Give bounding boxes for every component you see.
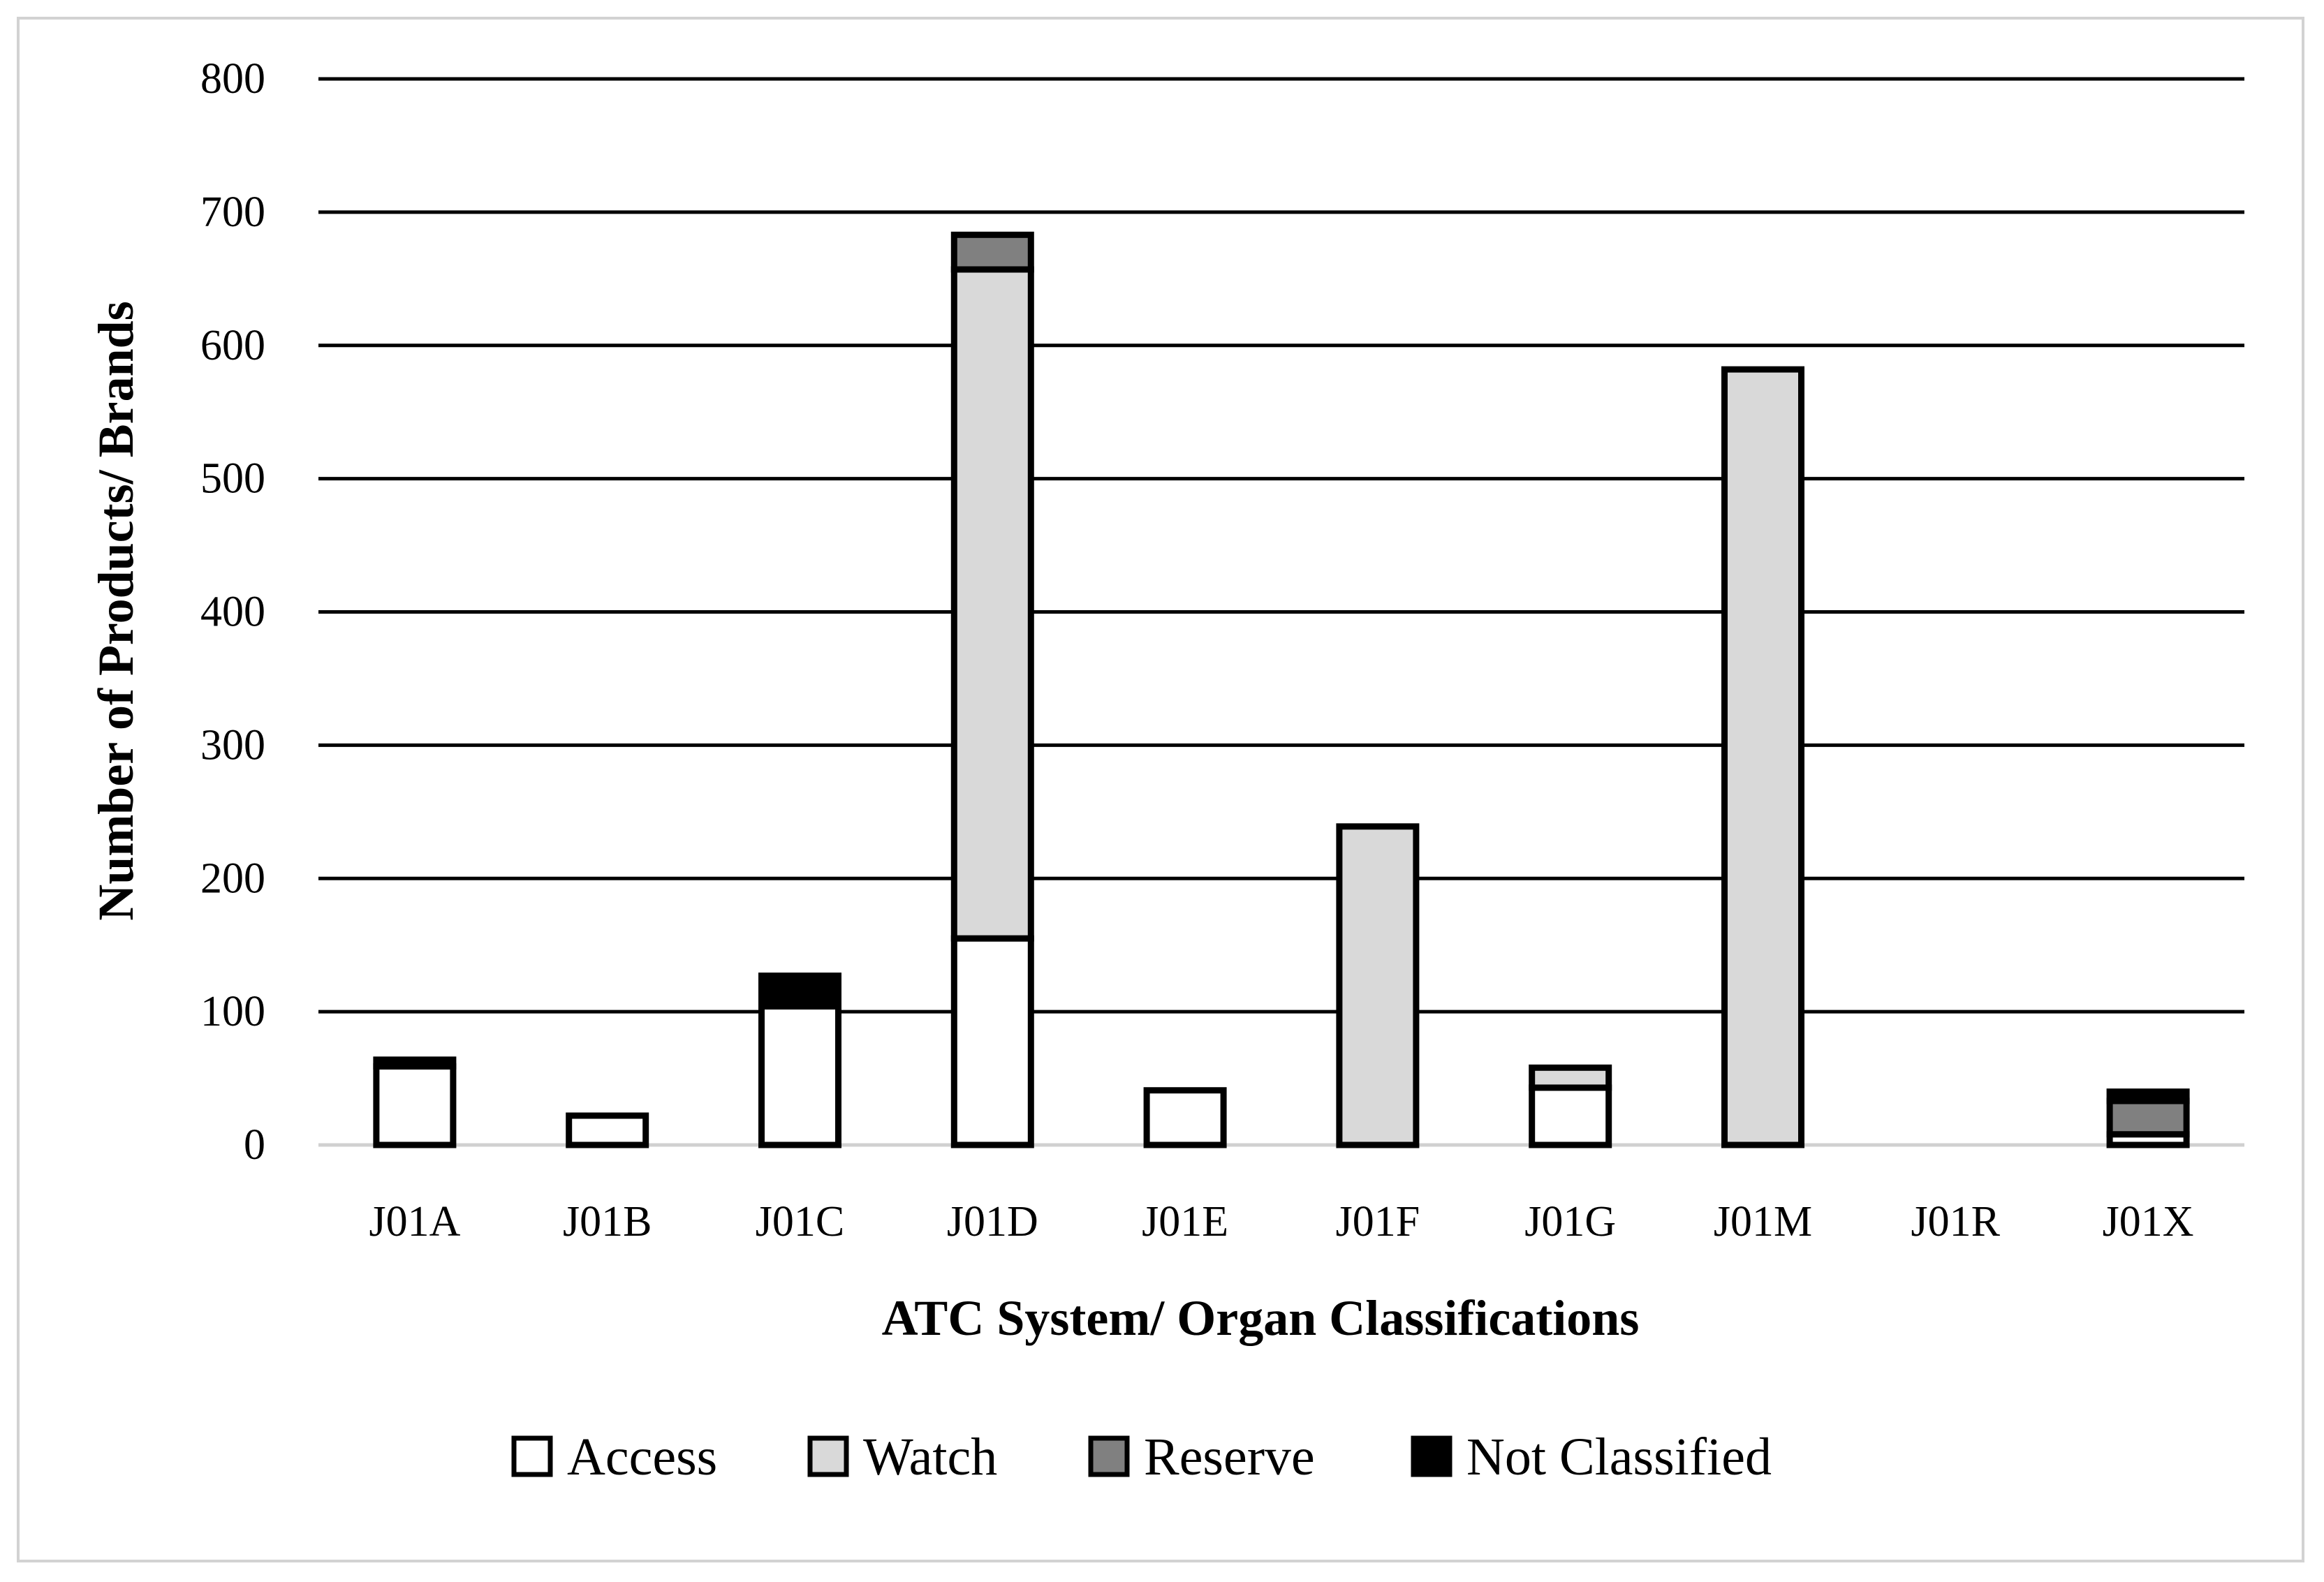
bar-not-classified xyxy=(758,973,841,1010)
bar-stack-j01b xyxy=(566,1112,649,1148)
bar-stack-j01a xyxy=(373,1056,457,1148)
bar-access xyxy=(1143,1087,1227,1148)
legend-label: Not Classified xyxy=(1466,1428,1772,1486)
bar-not-classified xyxy=(2106,1088,2190,1104)
x-axis-ticks: J01A J01B J01C J01D J01E J01F J01G J01M J01R J01X xyxy=(369,1198,2193,1245)
bars xyxy=(373,231,2190,1148)
x-tick-label: J01M xyxy=(1714,1198,1812,1245)
y-tick-label: 0 xyxy=(244,1121,265,1169)
legend-label: Reserve xyxy=(1144,1428,1315,1486)
y-tick-label: 800 xyxy=(200,55,265,103)
bar-access xyxy=(373,1063,457,1148)
legend-item: Watch xyxy=(807,1428,997,1486)
bar-stack-j01c xyxy=(758,973,841,1148)
bar-watch xyxy=(950,266,1034,942)
x-tick-label: J01C xyxy=(756,1198,844,1245)
bar-reserve xyxy=(950,231,1034,273)
y-tick-label: 200 xyxy=(200,855,265,902)
bar-reserve xyxy=(2106,1097,2190,1138)
legend-swatch xyxy=(511,1435,553,1477)
x-axis-title: ATC System/ Organ Classifications xyxy=(882,1290,1640,1346)
y-tick-label: 100 xyxy=(200,988,265,1035)
bar-stack-j01x xyxy=(2106,1088,2190,1148)
y-tick-label: 400 xyxy=(200,589,265,636)
y-tick-label: 500 xyxy=(200,455,265,503)
bar-watch xyxy=(1529,1064,1612,1091)
x-tick-label: J01R xyxy=(1911,1198,2001,1245)
gridlines xyxy=(318,77,2244,1147)
x-tick-label: J01E xyxy=(1142,1198,1228,1245)
bar-stack-j01e xyxy=(1143,1087,1227,1148)
x-tick-label: J01B xyxy=(563,1198,652,1245)
bar-stack-j01d xyxy=(950,231,1034,1148)
y-tick-label: 700 xyxy=(200,188,265,236)
bar-access xyxy=(758,1003,841,1148)
x-tick-label: J01A xyxy=(369,1198,460,1245)
bar-watch xyxy=(1721,366,1804,1148)
y-axis-title: Number of Products/ Brands xyxy=(88,301,144,920)
y-axis-ticks: 0 100 200 300 400 500 600 700 800 xyxy=(200,55,265,1169)
bar-stack-j01f xyxy=(1336,823,1420,1148)
legend-swatch xyxy=(807,1435,849,1477)
legend-swatch xyxy=(1088,1435,1130,1477)
bar-not-classified xyxy=(373,1056,457,1070)
chart-frame xyxy=(17,17,2304,1562)
bar-stack-j01m xyxy=(1721,366,1804,1148)
legend: Access Watch Reserve Not Classified xyxy=(511,1428,1772,1486)
legend-item: Not Classified xyxy=(1411,1428,1772,1486)
x-tick-label: J01D xyxy=(947,1198,1038,1245)
y-tick-label: 300 xyxy=(200,721,265,769)
legend-swatch xyxy=(1411,1435,1452,1477)
y-tick-label: 600 xyxy=(200,322,265,369)
bar-stack-j01g xyxy=(1529,1064,1612,1148)
legend-item: Reserve xyxy=(1088,1428,1315,1486)
bar-access xyxy=(566,1112,649,1148)
x-tick-label: J01X xyxy=(2103,1198,2194,1245)
legend-label: Watch xyxy=(863,1428,997,1486)
legend-label: Access xyxy=(567,1428,717,1486)
bar-access xyxy=(950,935,1034,1148)
bar-watch xyxy=(1336,823,1420,1148)
bar-access xyxy=(1529,1084,1612,1148)
legend-item: Access xyxy=(511,1428,717,1486)
x-tick-label: J01G xyxy=(1524,1198,1616,1245)
x-tick-label: J01F xyxy=(1336,1198,1420,1245)
